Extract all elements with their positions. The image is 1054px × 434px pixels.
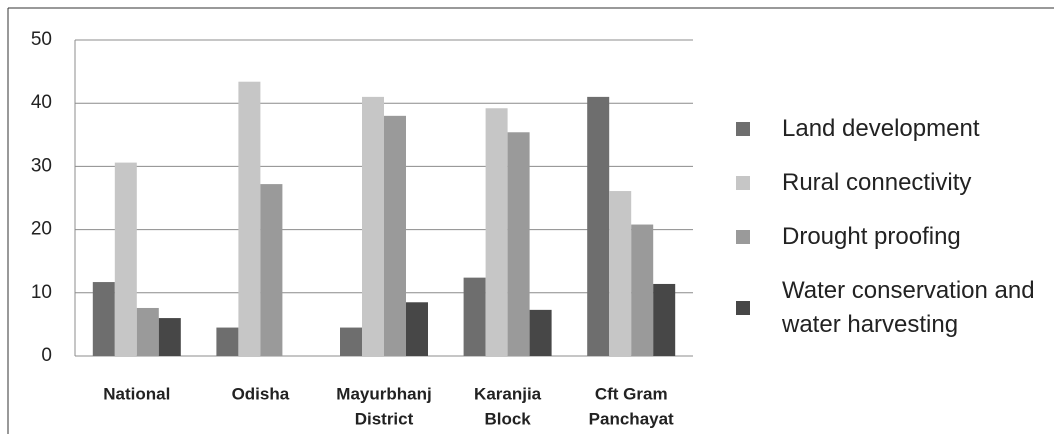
x-tick-label: Mayurbhanj <box>336 384 431 403</box>
y-tick-label: 20 <box>31 219 52 240</box>
legend-label: Water conservation and water harvesting <box>782 277 1035 338</box>
x-tick-label: Cft Gram <box>595 384 668 403</box>
bar <box>340 327 362 356</box>
bar <box>609 191 632 356</box>
bar <box>631 224 654 356</box>
bar <box>136 307 159 356</box>
x-tick-label: Odisha <box>232 384 290 403</box>
y-tick-label: 30 <box>31 155 52 176</box>
legend-label: Drought proofing <box>782 223 961 250</box>
x-tick-label: Karanjia <box>474 384 542 403</box>
legend: Land development Rural connectivity Drough… <box>736 112 1046 362</box>
bar <box>92 282 115 356</box>
bar <box>238 81 261 356</box>
bar <box>507 132 530 356</box>
legend-item: Land development <box>736 112 1046 146</box>
y-tick-label: 0 <box>41 345 52 366</box>
legend-item: Drought proofing <box>736 220 1046 254</box>
legend-item: Water conservation and water harvesting <box>736 274 1046 342</box>
bar <box>384 115 406 356</box>
legend-label: Rural connectivity <box>782 169 972 196</box>
bar <box>260 184 283 356</box>
x-tick-label: District <box>355 409 414 428</box>
bar <box>587 96 610 356</box>
bar <box>463 277 486 356</box>
bar <box>529 309 552 356</box>
legend-label: Land development <box>782 115 980 142</box>
bar <box>406 302 428 356</box>
x-tick-label: National <box>103 384 170 403</box>
bar <box>114 162 137 356</box>
bar <box>485 108 508 356</box>
bar <box>653 283 676 356</box>
x-tick-label: Panchayat <box>589 409 674 428</box>
bar <box>216 327 239 356</box>
legend-item: Rural connectivity <box>736 166 1046 200</box>
bar <box>158 318 181 356</box>
bar <box>362 96 384 356</box>
y-tick-label: 10 <box>31 282 52 303</box>
legend-swatch <box>736 230 750 244</box>
x-tick-label: Block <box>484 409 531 428</box>
legend-swatch <box>736 122 750 136</box>
y-tick-label: 40 <box>31 92 52 113</box>
legend-swatch <box>736 176 750 190</box>
y-tick-label: 50 <box>31 29 52 50</box>
legend-swatch <box>736 301 750 315</box>
